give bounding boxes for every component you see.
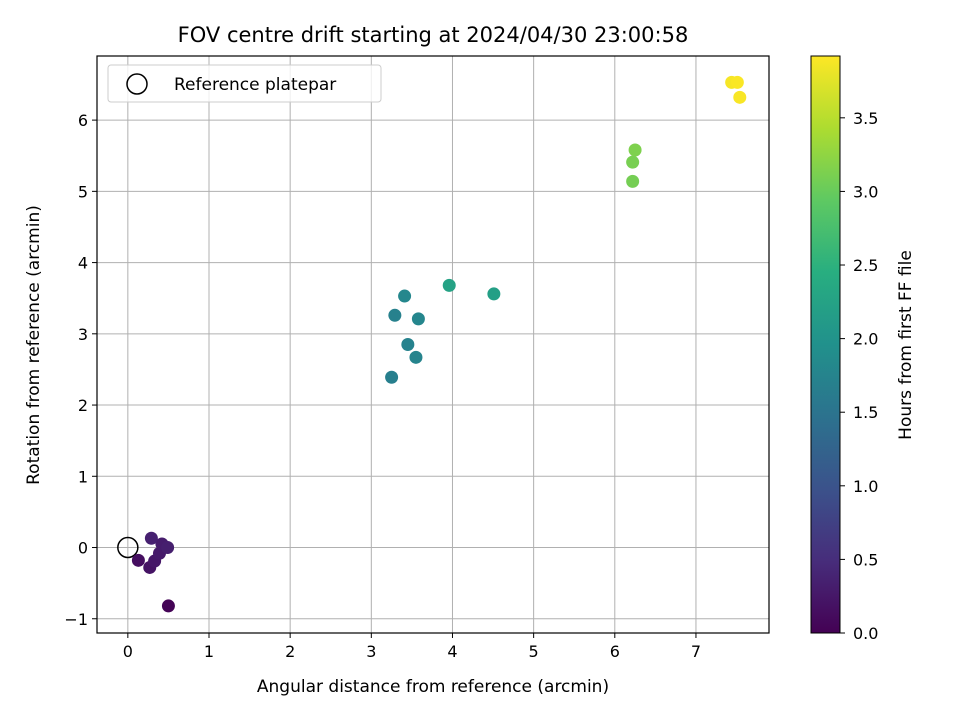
colorbar: 0.0 0.5 1.0 1.5 2.0 2.5 3.0 3.5 Hours from firs… [810,55,916,643]
colorbar-tick-label: 1.0 [853,477,878,496]
data-point [161,599,175,613]
data-point [398,289,412,303]
data-point [401,338,415,351]
data-point [628,143,642,157]
data-point [730,75,744,89]
y-tick-label: 6 [78,111,88,130]
x-tick-label: 5 [529,642,539,661]
y-tick-label: −1 [64,610,88,629]
data-point [161,541,175,555]
data-point [487,287,501,301]
reference-platepar-marker [117,536,139,559]
data-point [411,312,425,326]
data-point [626,174,640,188]
data-point [388,308,402,322]
data-point [131,553,145,567]
colorbar-tick-label: 2.5 [853,256,878,275]
colorbar-label: Hours from first FF file [896,250,916,440]
plot-area: 0 1 2 3 4 5 6 7 −1 0 1 2 3 4 5 6 [64,55,770,661]
y-tick-label: 5 [78,182,88,201]
x-axis-label: Angular distance from reference (arcmin) [257,677,609,697]
legend: Reference platepar [107,64,382,103]
x-tick-label: 2 [285,642,295,661]
legend-entry: Reference platepar [174,75,336,95]
chart-title: FOV centre drift starting at 2024/04/30 … [178,23,689,47]
y-tick-label: 1 [78,467,88,486]
x-tick-label: 0 [123,642,133,661]
x-tick-label: 7 [691,642,701,661]
colorbar-tick-label: 2.0 [853,330,878,349]
plot-frame [96,55,770,634]
x-tick-label: 4 [447,642,457,661]
colorbar-tick-label: 3.5 [853,109,878,128]
data-point [442,278,456,292]
data-point [626,155,640,169]
colorbar-tick-label: 3.0 [853,182,878,201]
colorbar-tick-label: 0.0 [853,624,878,643]
x-tick-label: 6 [610,642,620,661]
colorbar-gradient [810,55,841,634]
colorbar-tick-label: 1.5 [853,403,878,422]
data-point [733,90,747,104]
legend-box [107,64,382,103]
y-tick-label: 0 [78,539,88,558]
x-tick-label: 3 [366,642,376,661]
x-tick-label: 1 [204,642,214,661]
y-axis-label: Rotation from reference (arcmin) [24,205,44,485]
data-point [385,370,399,384]
colorbar-tick-label: 0.5 [853,550,878,569]
y-tick-label: 4 [78,254,88,273]
y-tick-label: 2 [78,396,88,415]
data-point [144,531,158,545]
data-point [409,350,423,364]
colorbar-ticks: 0.0 0.5 1.0 1.5 2.0 2.5 3.0 3.5 [840,109,878,643]
y-tick-label: 3 [78,325,88,344]
legend-marker [126,73,148,95]
